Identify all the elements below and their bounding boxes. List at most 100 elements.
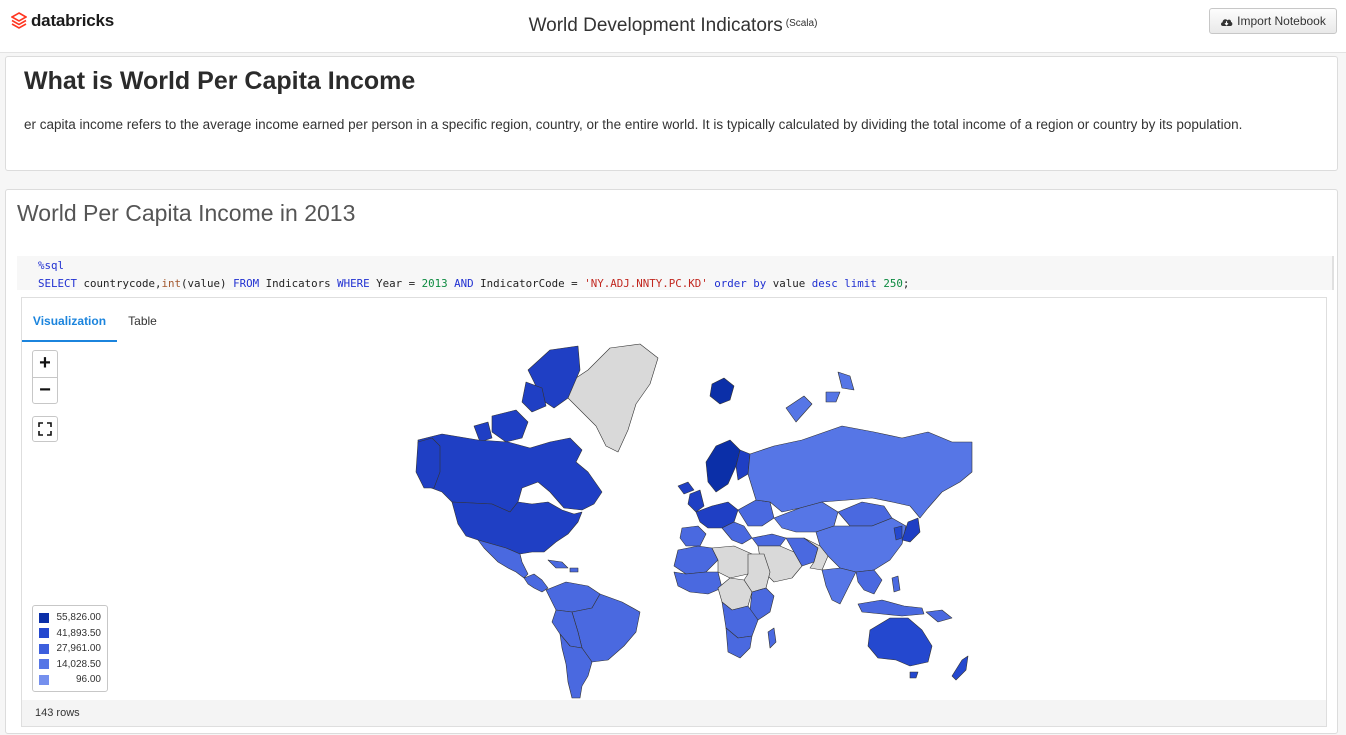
import-notebook-button[interactable]: Import Notebook (1209, 8, 1337, 34)
region-iberia (679, 525, 707, 547)
legend-item: 96.00 (39, 672, 107, 688)
region-madagascar (767, 627, 777, 649)
region-se-asia (855, 569, 883, 595)
region-iceland (677, 481, 695, 495)
legend-value: 55,826.00 (56, 612, 102, 624)
sql-keyword: AND (454, 277, 474, 290)
notebook-language: (Scala) (785, 18, 818, 29)
region-southern-africa (725, 627, 753, 659)
sql-number: 250 (883, 277, 903, 290)
sql-keyword: FROM (233, 277, 260, 290)
fullscreen-button[interactable] (32, 416, 58, 442)
region-australia (867, 617, 933, 667)
markdown-cell: What is World Per Capita Income er capit… (5, 56, 1338, 171)
region-indonesia (857, 599, 925, 617)
sql-function: int (161, 277, 182, 290)
map-legend: 55,826.00 41,893.50 27,961.00 14,028.50 … (32, 605, 108, 692)
code-line-2: SELECT countrycode,int(value) FROM Indic… (38, 275, 1332, 293)
sql-text: countrycode, (77, 277, 162, 290)
region-central-america (523, 573, 549, 593)
legend-swatch (39, 659, 49, 670)
magic-command: %sql (38, 259, 65, 272)
import-notebook-label: Import Notebook (1237, 14, 1326, 28)
sql-keyword: desc (811, 277, 838, 290)
region-greenland (567, 343, 659, 453)
sql-string: 'NY.ADJ.NNTY.PC.KD' (584, 277, 708, 290)
region-north-africa-west (673, 545, 719, 575)
markdown-paragraph: er capita income refers to the average i… (24, 117, 1243, 132)
choropleth-map[interactable]: + − 55,826.00 41,893.50 27 (22, 342, 1326, 700)
notebook-title-text: World Development Indicators (528, 15, 783, 36)
sql-number: 2013 (421, 277, 448, 290)
legend-swatch (39, 628, 49, 639)
sql-text: IndicatorCode = (473, 277, 585, 290)
zoom-controls: + − (32, 350, 58, 404)
code-line-1: %sql (38, 257, 1332, 275)
fullscreen-icon (38, 422, 52, 436)
databricks-logo-icon (11, 12, 27, 29)
result-panel: Visualization Table (21, 297, 1327, 727)
region-japan (901, 517, 921, 543)
logo-text: databricks (31, 11, 115, 30)
region-north-africa-central (711, 545, 753, 579)
region-alaska (415, 437, 441, 489)
sql-text: Indicators (259, 277, 338, 290)
cloud-download-icon (1221, 18, 1233, 26)
region-canada (417, 433, 603, 513)
sql-text: ; (902, 277, 910, 290)
region-uk (687, 489, 705, 513)
markdown-heading: What is World Per Capita Income (24, 67, 416, 95)
sql-text: value (766, 277, 812, 290)
region-argentina-chile (559, 633, 593, 699)
sql-keyword: order by (714, 277, 767, 290)
sql-cell: World Per Capita Income in 2013 %sql SELE… (5, 189, 1338, 734)
zoom-in-button[interactable]: + (33, 351, 57, 378)
legend-swatch (39, 674, 49, 685)
region-scandinavia (705, 439, 741, 493)
legend-value: 27,961.00 (56, 643, 102, 655)
databricks-logo[interactable]: databricks (11, 10, 114, 32)
code-editor[interactable]: %sql SELECT countrycode,int(value) FROM I… (17, 256, 1334, 290)
region-turkey (751, 533, 787, 547)
region-russia-islands (785, 371, 855, 423)
legend-swatch (39, 612, 49, 623)
row-count: 143 rows (22, 700, 1326, 726)
top-bar: databricks World Development Indicators(… (0, 0, 1346, 53)
region-india (821, 567, 857, 605)
region-eastern-europe (737, 499, 775, 527)
legend-value: 96.00 (75, 674, 101, 686)
sql-keyword: SELECT (38, 277, 78, 290)
world-map[interactable] (22, 342, 1326, 700)
region-west-africa (673, 571, 723, 595)
region-venezuela-colombia (545, 581, 601, 613)
region-arctic-islands-2 (473, 381, 547, 443)
notebook-title: World Development Indicators (Scala) (0, 15, 1346, 37)
legend-value: 14,028.50 (56, 658, 102, 670)
legend-item: 55,826.00 (39, 610, 107, 626)
region-china (815, 517, 907, 573)
result-tabs: Visualization Table (22, 298, 1326, 343)
tab-table[interactable]: Table (128, 314, 157, 328)
zoom-out-button[interactable]: − (39, 379, 51, 401)
legend-item: 27,961.00 (39, 641, 107, 657)
region-png (925, 609, 953, 623)
sql-text: (value) (181, 277, 234, 290)
region-usa (451, 501, 583, 555)
region-afghanistan-pakistan (803, 537, 829, 571)
region-tasmania (909, 671, 919, 679)
sql-keyword: WHERE (337, 277, 370, 290)
region-korea (893, 525, 903, 541)
legend-value: 41,893.50 (56, 627, 102, 639)
sql-keyword: limit (844, 277, 877, 290)
legend-swatch (39, 643, 49, 654)
tab-visualization[interactable]: Visualization (22, 298, 117, 342)
cell-title: World Per Capita Income in 2013 (17, 200, 356, 226)
region-russia (747, 425, 973, 519)
region-new-zealand (951, 655, 969, 681)
legend-item: 41,893.50 (39, 626, 107, 642)
sql-text: Year = (369, 277, 422, 290)
region-philippines (891, 575, 901, 593)
region-caribbean (547, 559, 579, 573)
region-svalbard (709, 377, 735, 405)
legend-item: 14,028.50 (39, 657, 107, 673)
